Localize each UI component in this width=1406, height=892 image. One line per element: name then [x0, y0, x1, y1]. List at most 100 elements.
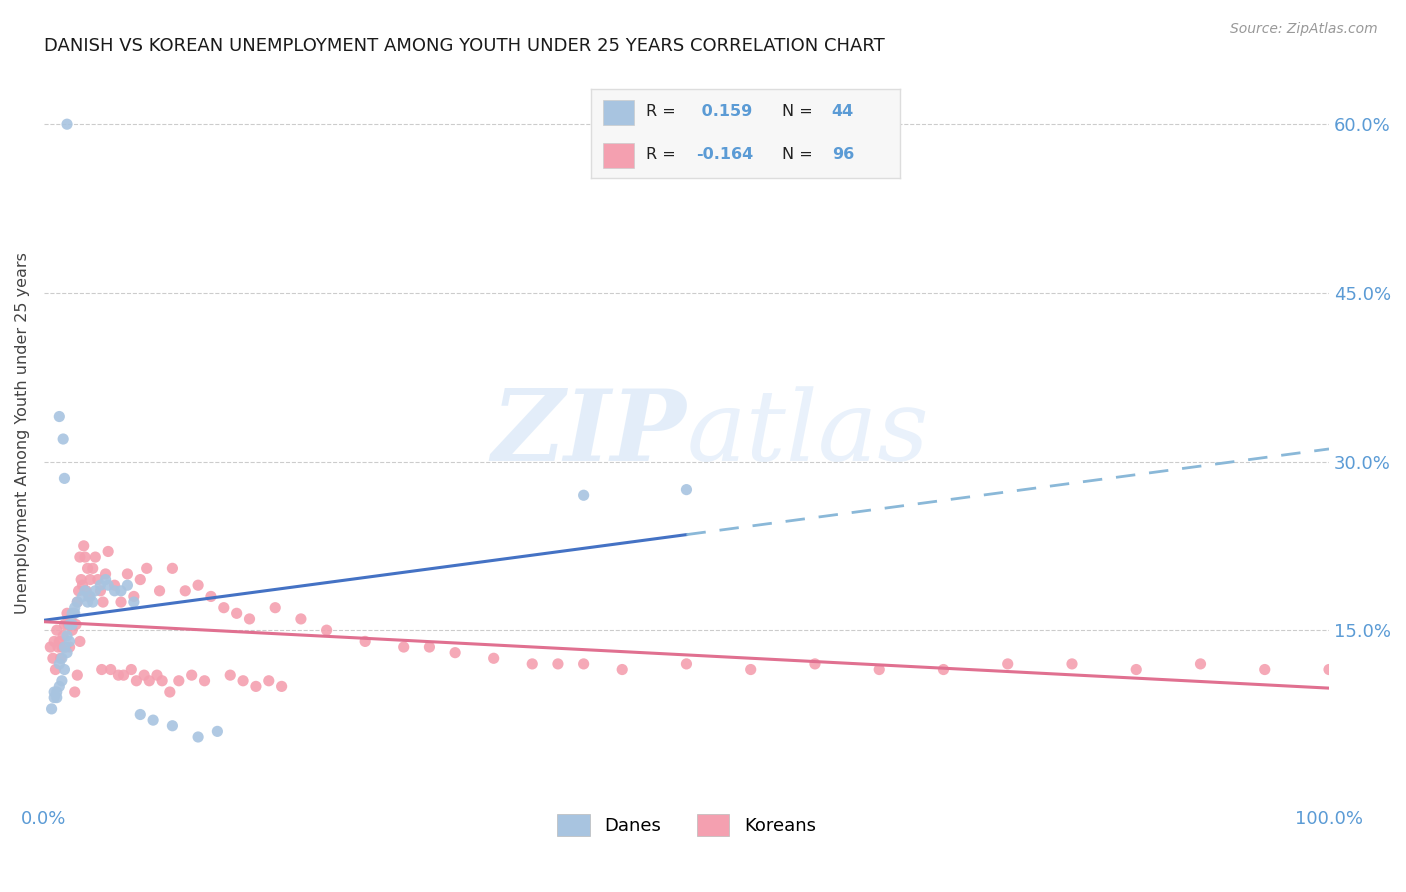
Point	[79, 590, 101, 604]
Text: N =: N =	[782, 147, 813, 161]
Point	[51, 640, 73, 654]
Point	[675, 483, 697, 497]
Point	[1125, 663, 1147, 677]
Point	[1254, 663, 1277, 677]
Point	[56, 607, 79, 621]
Point	[76, 595, 98, 609]
Point	[1060, 657, 1083, 671]
Point	[82, 595, 104, 609]
Point	[48, 679, 70, 693]
Point	[48, 657, 70, 671]
Point	[41, 702, 63, 716]
Point	[89, 583, 111, 598]
Point	[73, 539, 96, 553]
Point	[107, 668, 129, 682]
Point	[1189, 657, 1212, 671]
Point	[87, 573, 110, 587]
Point	[58, 617, 80, 632]
Point	[56, 629, 79, 643]
Point	[997, 657, 1019, 671]
Text: 96: 96	[832, 147, 853, 161]
Point	[100, 663, 122, 677]
Text: ZIP: ZIP	[492, 385, 686, 482]
Point	[112, 668, 135, 682]
Point	[53, 663, 76, 677]
Point	[148, 583, 170, 598]
Point	[55, 640, 77, 654]
Point	[75, 583, 97, 598]
Point	[257, 673, 280, 688]
Point	[79, 573, 101, 587]
Point	[444, 646, 467, 660]
Point	[77, 590, 100, 604]
Point	[315, 623, 337, 637]
Text: 44: 44	[832, 104, 853, 119]
Point	[89, 578, 111, 592]
Point	[52, 629, 75, 643]
Point	[48, 634, 70, 648]
Point	[572, 657, 595, 671]
Point	[572, 488, 595, 502]
Point	[264, 600, 287, 615]
Point	[56, 117, 79, 131]
Point	[159, 685, 181, 699]
Text: -0.164: -0.164	[696, 147, 754, 161]
Point	[219, 668, 242, 682]
Point	[73, 583, 96, 598]
Point	[69, 634, 91, 648]
Point	[60, 623, 83, 637]
Legend: Danes, Koreans: Danes, Koreans	[548, 805, 825, 845]
Text: N =: N =	[782, 104, 813, 119]
Text: R =: R =	[647, 147, 676, 161]
Bar	[603, 100, 634, 125]
Point	[53, 471, 76, 485]
Point	[63, 685, 86, 699]
Point	[76, 561, 98, 575]
Point	[103, 583, 125, 598]
Point	[238, 612, 260, 626]
Point	[180, 668, 202, 682]
Text: DANISH VS KOREAN UNEMPLOYMENT AMONG YOUTH UNDER 25 YEARS CORRELATION CHART: DANISH VS KOREAN UNEMPLOYMENT AMONG YOUT…	[44, 37, 884, 55]
Point	[63, 600, 86, 615]
Point	[110, 583, 132, 598]
Point	[94, 566, 117, 581]
Point	[72, 590, 94, 604]
Point	[162, 719, 184, 733]
Point	[66, 595, 89, 609]
Point	[90, 663, 112, 677]
Point	[44, 663, 66, 677]
Point	[129, 573, 152, 587]
Point	[134, 668, 156, 682]
Point	[135, 561, 157, 575]
Point	[70, 573, 93, 587]
Point	[58, 617, 80, 632]
Point	[69, 550, 91, 565]
Point	[225, 607, 247, 621]
Point	[804, 657, 827, 671]
Point	[174, 583, 197, 598]
Point	[65, 617, 87, 632]
Point	[91, 595, 114, 609]
Point	[97, 544, 120, 558]
Point	[63, 607, 86, 621]
Text: Source: ZipAtlas.com: Source: ZipAtlas.com	[1230, 22, 1378, 37]
Text: atlas: atlas	[686, 385, 929, 481]
Point	[740, 663, 762, 677]
Point	[52, 432, 75, 446]
Point	[82, 561, 104, 575]
Point	[162, 561, 184, 575]
Point	[45, 685, 67, 699]
Point	[45, 623, 67, 637]
Point	[675, 657, 697, 671]
Point	[125, 673, 148, 688]
Point	[56, 646, 79, 660]
Point	[138, 673, 160, 688]
Point	[187, 578, 209, 592]
Point	[200, 590, 222, 604]
Point	[547, 657, 569, 671]
Point	[117, 566, 139, 581]
Point	[290, 612, 312, 626]
Text: R =: R =	[647, 104, 676, 119]
Point	[354, 634, 377, 648]
Point	[146, 668, 169, 682]
